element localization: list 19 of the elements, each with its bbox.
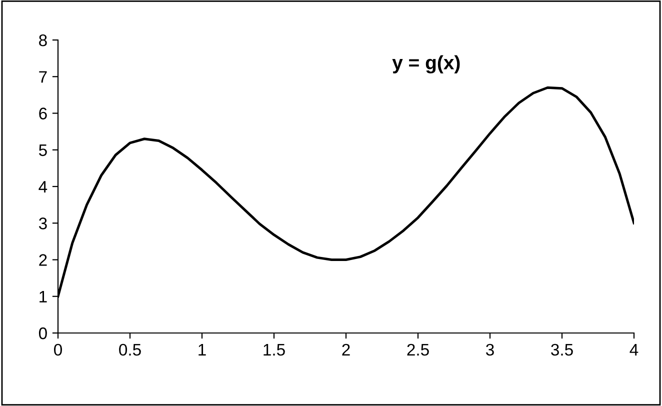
x-tick-label: 2.5 <box>407 344 429 356</box>
x-tick-label: 1.5 <box>264 344 285 356</box>
y-tick-label: 1 <box>40 290 47 302</box>
y-tick-label: 8 <box>39 34 47 46</box>
x-tick-label: 0.5 <box>119 344 141 356</box>
y-tick-label: 4 <box>38 181 48 193</box>
x-tick-label: 1 <box>198 344 206 356</box>
y-tick-label: 5 <box>38 144 47 156</box>
x-tick-label: 0 <box>54 344 62 356</box>
annotation: y = g(x) <box>392 55 460 74</box>
x-tick-label: 3.5 <box>551 344 573 356</box>
y-tick-label: 6 <box>39 108 47 120</box>
x-tick-label: 2 <box>342 344 350 356</box>
x-tick-label: 3 <box>486 344 494 356</box>
y-tick-label: 7 <box>39 71 47 83</box>
y-tick-label: 3 <box>38 218 47 230</box>
x-tick-label: 4 <box>630 344 638 356</box>
y-tick-label: 0 <box>38 327 47 340</box>
y-tick-label: 2 <box>39 254 47 266</box>
